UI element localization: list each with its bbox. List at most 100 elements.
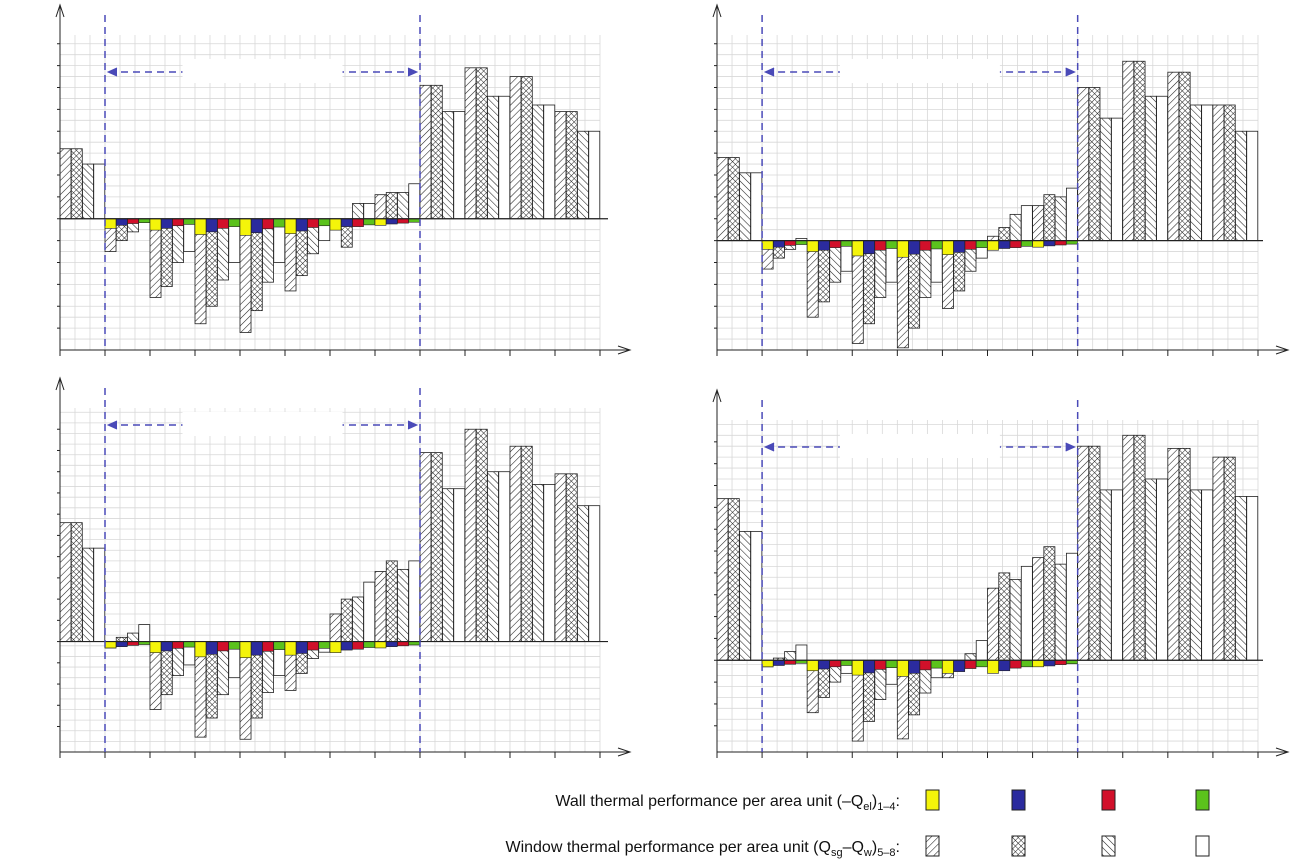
wall-bar-2 — [1043, 659, 1056, 667]
window-bar-8 — [453, 488, 466, 642]
legend-swatch — [1101, 789, 1116, 811]
window-bar-5 — [987, 587, 999, 661]
wall-bar-1 — [239, 218, 252, 236]
wall-bar-4 — [930, 240, 943, 250]
wall-bar-1 — [104, 218, 117, 229]
window-bar-7 — [784, 651, 797, 661]
window-bar-8 — [1065, 552, 1078, 661]
window-bar-8 — [1065, 187, 1078, 242]
wall-bar-2 — [908, 659, 920, 674]
wall-bar-2 — [250, 641, 263, 656]
window-bar-5 — [509, 445, 522, 642]
wall-bar-4 — [273, 218, 286, 228]
window-bar-8 — [408, 560, 421, 642]
bars — [59, 428, 601, 740]
heating-season — [104, 15, 421, 350]
wall-bar-3 — [172, 218, 184, 227]
wall-bar-2 — [998, 240, 1011, 249]
wall-bar-4 — [975, 659, 988, 668]
wall-bar-2 — [818, 659, 830, 670]
window-bar-5 — [1032, 557, 1045, 661]
window-bar-6 — [1043, 546, 1056, 661]
window-bar-6 — [998, 227, 1011, 242]
wall-bar-3 — [1009, 659, 1022, 669]
window-bar-8 — [750, 530, 763, 661]
wall-bar-1 — [1032, 240, 1044, 248]
wall-bar-2 — [295, 218, 308, 232]
wall-bar-2 — [160, 218, 173, 229]
window-bar-5 — [59, 148, 72, 220]
window-bar-5 — [509, 76, 522, 220]
legend-swatch — [1011, 835, 1026, 857]
window-bar-8 — [1111, 489, 1123, 661]
window-bar-7 — [127, 632, 139, 642]
legend-swatch — [1195, 789, 1210, 811]
window-bar-5 — [419, 452, 432, 642]
wall-bar-3 — [919, 240, 932, 251]
wall-bar-3 — [217, 641, 229, 652]
legend: Wall thermal performance per area unit (… — [505, 789, 1210, 859]
wall-bar-1 — [897, 659, 909, 677]
wall-bar-2 — [773, 659, 785, 666]
window-bar-5 — [806, 240, 819, 318]
window-bar-5 — [1122, 434, 1135, 661]
chart-panel-1 — [55, 3, 632, 356]
x-axis-arrow — [617, 747, 632, 757]
wall-bar-4 — [975, 240, 988, 248]
window-bar-7 — [1189, 489, 1202, 661]
window-bar-6 — [998, 572, 1011, 661]
window-bar-5 — [716, 498, 729, 661]
heating-arrow-right — [1065, 442, 1076, 452]
wall-bar-2 — [908, 240, 920, 255]
legend-items — [925, 789, 1210, 857]
wall-bar-2 — [863, 240, 875, 255]
wall-bar-1 — [284, 218, 297, 234]
heating-arrow-right — [1065, 67, 1076, 77]
wall-bar-3 — [964, 240, 977, 250]
wall-bar-1 — [239, 641, 252, 659]
wall-bar-3 — [217, 218, 229, 229]
wall-bar-3 — [874, 659, 887, 670]
wall-bar-3 — [127, 218, 139, 224]
window-bar-6 — [160, 218, 173, 287]
window-bar-7 — [1235, 496, 1247, 661]
window-bar-6 — [565, 473, 578, 642]
window-bar-8 — [1156, 95, 1169, 242]
window-bar-7 — [964, 653, 977, 661]
legend-item-3 — [1101, 789, 1116, 811]
window-bar-5 — [1032, 205, 1045, 242]
wall-bar-2 — [953, 659, 966, 672]
window-bar-5 — [554, 111, 567, 220]
window-bar-5 — [329, 613, 342, 642]
window-bar-5 — [59, 522, 72, 642]
wall-bar-3 — [307, 218, 319, 228]
window-bar-6 — [1178, 71, 1191, 242]
wall-bar-1 — [149, 218, 162, 231]
x-axis-arrow — [617, 345, 632, 355]
wall-bar-3 — [262, 218, 274, 230]
window-bar-8 — [498, 95, 511, 220]
bars — [59, 67, 601, 333]
window-bar-6 — [430, 84, 443, 220]
heating-season — [761, 15, 1079, 350]
wall-bar-2 — [385, 641, 398, 647]
window-bar-7 — [1144, 95, 1157, 242]
y-axis-arrow — [55, 3, 65, 18]
wall-bar-1 — [851, 659, 864, 676]
window-bar-6 — [520, 445, 533, 642]
legend-item-4 — [1195, 789, 1210, 811]
window-bar-6 — [1223, 456, 1236, 661]
chart-panel-4 — [712, 388, 1290, 758]
wall-bar-1 — [374, 641, 387, 649]
wall-legend-label: Wall thermal performance per area unit (… — [555, 793, 900, 813]
window-legend-label: Window thermal performance per area unit… — [505, 839, 900, 859]
wall-bar-1 — [149, 641, 162, 653]
wall-bar-1 — [194, 641, 207, 658]
wall-bar-3 — [262, 641, 274, 652]
wall-bar-2 — [818, 240, 830, 251]
wall-bar-3 — [397, 641, 409, 647]
window-bar-5 — [1167, 71, 1180, 242]
legend-item-8 — [1195, 835, 1210, 857]
heating-arrow-right — [407, 420, 419, 430]
wall-bar-2 — [205, 218, 218, 233]
